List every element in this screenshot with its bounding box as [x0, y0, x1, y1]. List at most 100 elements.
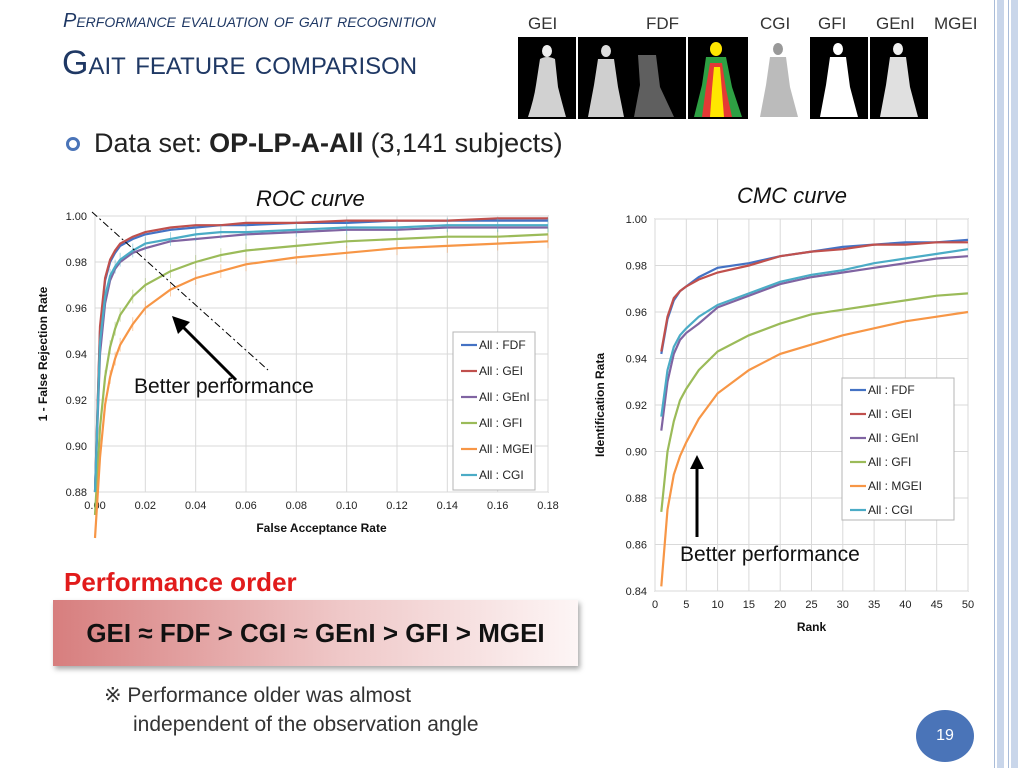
- gei-silhouette-image: [518, 37, 576, 119]
- y-tick-label: 0.86: [626, 540, 647, 552]
- right-border-bar: [1011, 0, 1018, 768]
- series-line: [660, 241, 968, 352]
- x-tick-label: 30: [837, 599, 849, 611]
- legend-entry: All : GEnI: [479, 390, 530, 404]
- bullet-prefix: Data set:: [94, 128, 203, 158]
- x-tick-label: 0.04: [185, 500, 206, 512]
- y-axis-label: Identification Rata: [593, 353, 607, 457]
- x-tick-label: 0.16: [487, 500, 508, 512]
- cmc-annotation: Better performance: [680, 543, 860, 566]
- legend-entry: All : GEI: [868, 407, 912, 421]
- right-border-bar: [997, 0, 1004, 768]
- series-line: [93, 240, 549, 539]
- x-tick-label: 0.14: [437, 500, 458, 512]
- legend-box: [841, 377, 955, 521]
- feature-label-gei: GEI: [528, 14, 558, 33]
- legend-entry: All : GEI: [479, 364, 523, 378]
- right-border-line: [994, 0, 995, 768]
- diagonal-guide-line: [91, 211, 269, 371]
- x-tick-label: 20: [774, 599, 786, 611]
- dataset-name: OP-LP-A-All: [209, 128, 364, 158]
- feature-label-mgei: MGEI: [934, 14, 978, 33]
- x-tick-label: 0.08: [286, 500, 307, 512]
- series-line: [660, 310, 969, 587]
- series-line: [93, 217, 548, 493]
- note-line-2: independent of the observation angle: [133, 713, 479, 736]
- note-line-1: ※ Performance older was almost: [104, 684, 412, 707]
- series-line: [93, 233, 549, 516]
- mgei-silhouette-image: [870, 37, 928, 119]
- y-tick-label: 0.96: [66, 303, 87, 315]
- x-tick-label: 0.12: [386, 500, 407, 512]
- y-axis-label: 1 - False Rejection Rate: [36, 286, 50, 421]
- cmc-chart-title: CMC curve: [737, 183, 848, 208]
- x-tick-label: 0.18: [537, 500, 558, 512]
- slide-title: Gait feature comparison: [62, 44, 418, 82]
- feature-label-gfi: GFI: [818, 14, 847, 33]
- gfi-silhouette-image: [750, 37, 808, 119]
- x-tick-label: 25: [805, 599, 817, 611]
- legend-entry: All : MGEI: [479, 442, 533, 456]
- y-tick-label: 0.90: [66, 441, 87, 453]
- y-tick-label: 1.00: [66, 211, 87, 223]
- performance-order-box: GEI ≈ FDF > CGI ≈ GEnI > GFI > MGEI: [53, 600, 578, 666]
- legend-entry: All : FDF: [868, 383, 915, 397]
- x-tick-label: 15: [743, 599, 755, 611]
- fdf-silhouette-image: [578, 37, 686, 119]
- dataset-size: (3,141 subjects): [370, 128, 563, 158]
- page-number-badge: 19: [916, 710, 974, 762]
- arrowhead-icon: [172, 316, 190, 334]
- x-tick-label: 50: [962, 599, 974, 611]
- page-number: 19: [936, 727, 954, 744]
- x-tick-label: 0: [652, 599, 658, 611]
- roc-annotation: Better performance: [134, 375, 314, 398]
- legend-box: [452, 331, 536, 491]
- series-line: [660, 255, 969, 431]
- performance-order-heading: Performance order: [64, 567, 297, 597]
- legend-entry: All : GFI: [479, 416, 522, 430]
- legend-entry: All : GEnI: [868, 431, 919, 445]
- x-tick-label: 45: [931, 599, 943, 611]
- series-line: [93, 224, 548, 493]
- y-tick-label: 0.88: [626, 493, 647, 505]
- legend-entry: All : CGI: [479, 468, 524, 482]
- angle-note: ※ Performance older was almost independe…: [104, 681, 479, 739]
- legend-entry: All : MGEI: [868, 479, 922, 493]
- arrowhead-icon: [690, 455, 704, 469]
- bullet-icon: [66, 136, 80, 151]
- performance-order-text: GEI ≈ FDF > CGI ≈ GEnI > GFI > MGEI: [86, 617, 545, 648]
- x-tick-label: 35: [868, 599, 880, 611]
- feature-label-cgi: CGI: [760, 14, 791, 33]
- better-arrow-icon: [181, 325, 238, 382]
- feature-image-strip: GEI FDF CGI GFI GEnI MGEI: [516, 12, 990, 120]
- geni-silhouette-image: [810, 37, 868, 119]
- cmc-chart: 0 5 10 15 20 25 30 35 40 45 50 0.84 0.86 0.88 0.90 0.92…: [593, 214, 974, 634]
- roc-chart-title: ROC curve: [256, 186, 365, 211]
- y-tick-label: 0.98: [626, 261, 647, 273]
- x-tick-label: 10: [711, 599, 723, 611]
- legend-entry: All : FDF: [479, 338, 526, 352]
- y-tick-label: 0.94: [626, 354, 647, 366]
- feature-label-geni: GEnI: [876, 14, 915, 33]
- y-tick-label: 1.00: [626, 214, 647, 226]
- y-tick-label: 0.94: [66, 349, 87, 361]
- x-axis-label: Rank: [797, 620, 827, 634]
- roc-chart: 0.00 0.02 0.04 0.06 0.08 0.10 0.12 0.14 0.16 0.18…: [36, 211, 559, 539]
- legend-entry: All : GFI: [868, 455, 911, 469]
- y-tick-label: 0.96: [626, 307, 647, 319]
- x-tick-label: 40: [899, 599, 911, 611]
- slide-kicker: Performance evaluation of gait recogniti…: [63, 10, 436, 32]
- y-tick-label: 0.98: [66, 257, 87, 269]
- legend-entry: All : CGI: [868, 503, 913, 517]
- series-line: [660, 248, 969, 417]
- cgi-silhouette-image: [688, 37, 748, 119]
- series-line: [660, 292, 969, 513]
- y-tick-label: 0.92: [626, 400, 647, 412]
- series-line: [93, 226, 548, 493]
- y-tick-label: 0.90: [626, 447, 647, 459]
- x-axis-label: False Acceptance Rate: [256, 521, 387, 535]
- x-tick-label: 0.02: [135, 500, 156, 512]
- y-tick-label: 0.92: [66, 395, 87, 407]
- x-tick-label: 0.10: [336, 500, 357, 512]
